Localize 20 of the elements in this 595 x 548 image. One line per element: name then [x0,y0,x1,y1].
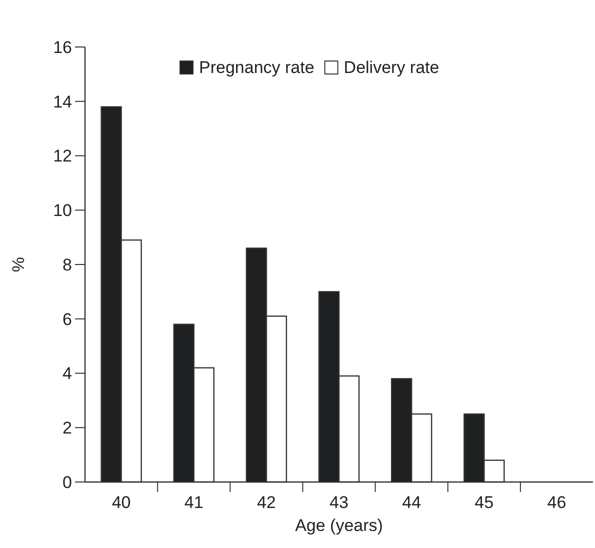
y-tick-label: 8 [62,255,72,274]
y-tick-label: 16 [53,38,72,57]
x-tick-label: 45 [474,493,494,512]
x-tick-label: 46 [547,493,566,512]
y-tick-label: 0 [62,472,72,492]
x-axis-title: Age (years) [295,516,383,535]
x-tick-label: 43 [330,493,348,512]
y-tick-label: 12 [53,146,72,166]
y-tick-label: 4 [62,364,72,384]
y-axis-title: % [9,256,28,272]
y-tick-label: 10 [53,201,72,220]
y-tick-label: 6 [62,310,72,329]
x-tick-label: 42 [256,493,276,512]
x-tick-label: 44 [402,493,422,512]
x-tick-label: 40 [112,493,131,512]
legend-label: Pregnancy rate [199,58,314,77]
x-tick-label: 41 [184,493,204,512]
y-tick-label: 14 [53,92,72,112]
legend-label: Delivery rate [344,58,440,77]
y-tick-label: 2 [62,418,72,438]
